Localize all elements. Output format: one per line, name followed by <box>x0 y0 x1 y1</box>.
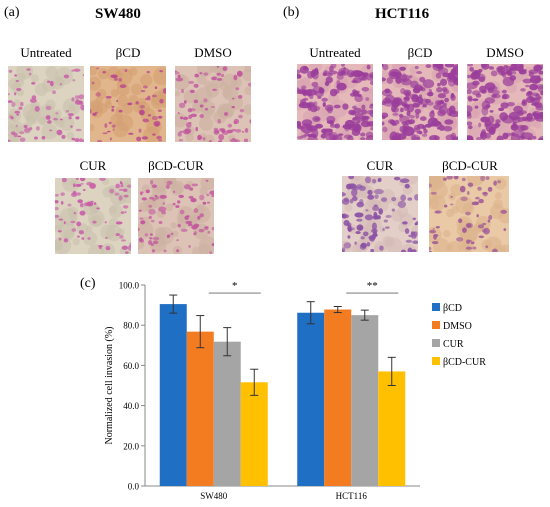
legend-swatch-DMSO <box>432 321 440 329</box>
sw480-cur-image <box>55 178 131 254</box>
sw480-dmso-image <box>175 66 251 142</box>
bar-DMSO <box>324 309 352 486</box>
panel-a-title: SW480 <box>95 6 141 22</box>
panel-a-label: (a) <box>4 5 20 20</box>
significance-marker: ** <box>367 280 378 292</box>
bar-βCD-CUR <box>240 382 268 486</box>
hct116-bcd-cur-label: βCD-CUR <box>442 158 498 173</box>
significance-marker: * <box>232 280 238 292</box>
sw480-bcd-image <box>90 66 166 142</box>
bar-βCD <box>297 312 325 486</box>
sw480-bcd-cur-image <box>138 178 214 254</box>
hct116-bcd-cur-image <box>429 176 509 252</box>
legend-swatch-βCD <box>432 303 440 311</box>
panel-b-title: HCT116 <box>375 6 430 22</box>
legend-label: βCD <box>443 303 462 314</box>
hct116-dmso-image <box>467 64 543 140</box>
panel-b-label: (b) <box>283 5 300 20</box>
legend-swatch-CUR <box>432 339 440 347</box>
hct116-bcd-label: βCD <box>407 45 433 60</box>
y-tick-label: 20.0 <box>123 441 139 451</box>
hct116-bcd-image <box>382 64 458 140</box>
y-tick-label: 80.0 <box>123 321 139 331</box>
hct116-untreated-image <box>297 64 373 140</box>
bar-CUR <box>213 341 241 486</box>
y-tick-label: 100.0 <box>119 281 140 291</box>
legend-label: βCD-CUR <box>443 357 486 368</box>
sw480-untreated-image <box>8 66 84 142</box>
sw480-bcd-cur-label: βCD-CUR <box>148 158 204 173</box>
legend-swatch-βCD-CUR <box>432 357 440 365</box>
hct116-untreated-label: Untreated <box>309 45 361 60</box>
y-tick-label: 60.0 <box>123 361 139 371</box>
bar-CUR <box>351 315 379 486</box>
bar-DMSO <box>186 331 214 486</box>
y-tick-label: 40.0 <box>123 401 139 411</box>
hct116-cur-label: CUR <box>366 158 394 173</box>
sw480-bcd-label: βCD <box>115 45 141 60</box>
x-tick-label: SW480 <box>200 491 228 501</box>
sw480-untreated-label: Untreated <box>20 45 72 60</box>
legend-label: DMSO <box>443 321 472 332</box>
bar-βCD-CUR <box>378 371 406 486</box>
sw480-cur-label: CUR <box>79 158 107 173</box>
y-axis-title: Normalized cell invasion (%) <box>104 326 115 444</box>
hct116-cur-image <box>342 176 418 252</box>
hct116-dmso-label: DMSO <box>486 45 524 60</box>
bar-βCD <box>159 304 187 486</box>
y-tick-label: 0.0 <box>128 482 140 492</box>
x-tick-label: HCT116 <box>336 491 368 501</box>
legend-label: CUR <box>443 339 464 350</box>
sw480-dmso-label: DMSO <box>194 45 232 60</box>
panel-c-label: (c) <box>80 276 96 291</box>
